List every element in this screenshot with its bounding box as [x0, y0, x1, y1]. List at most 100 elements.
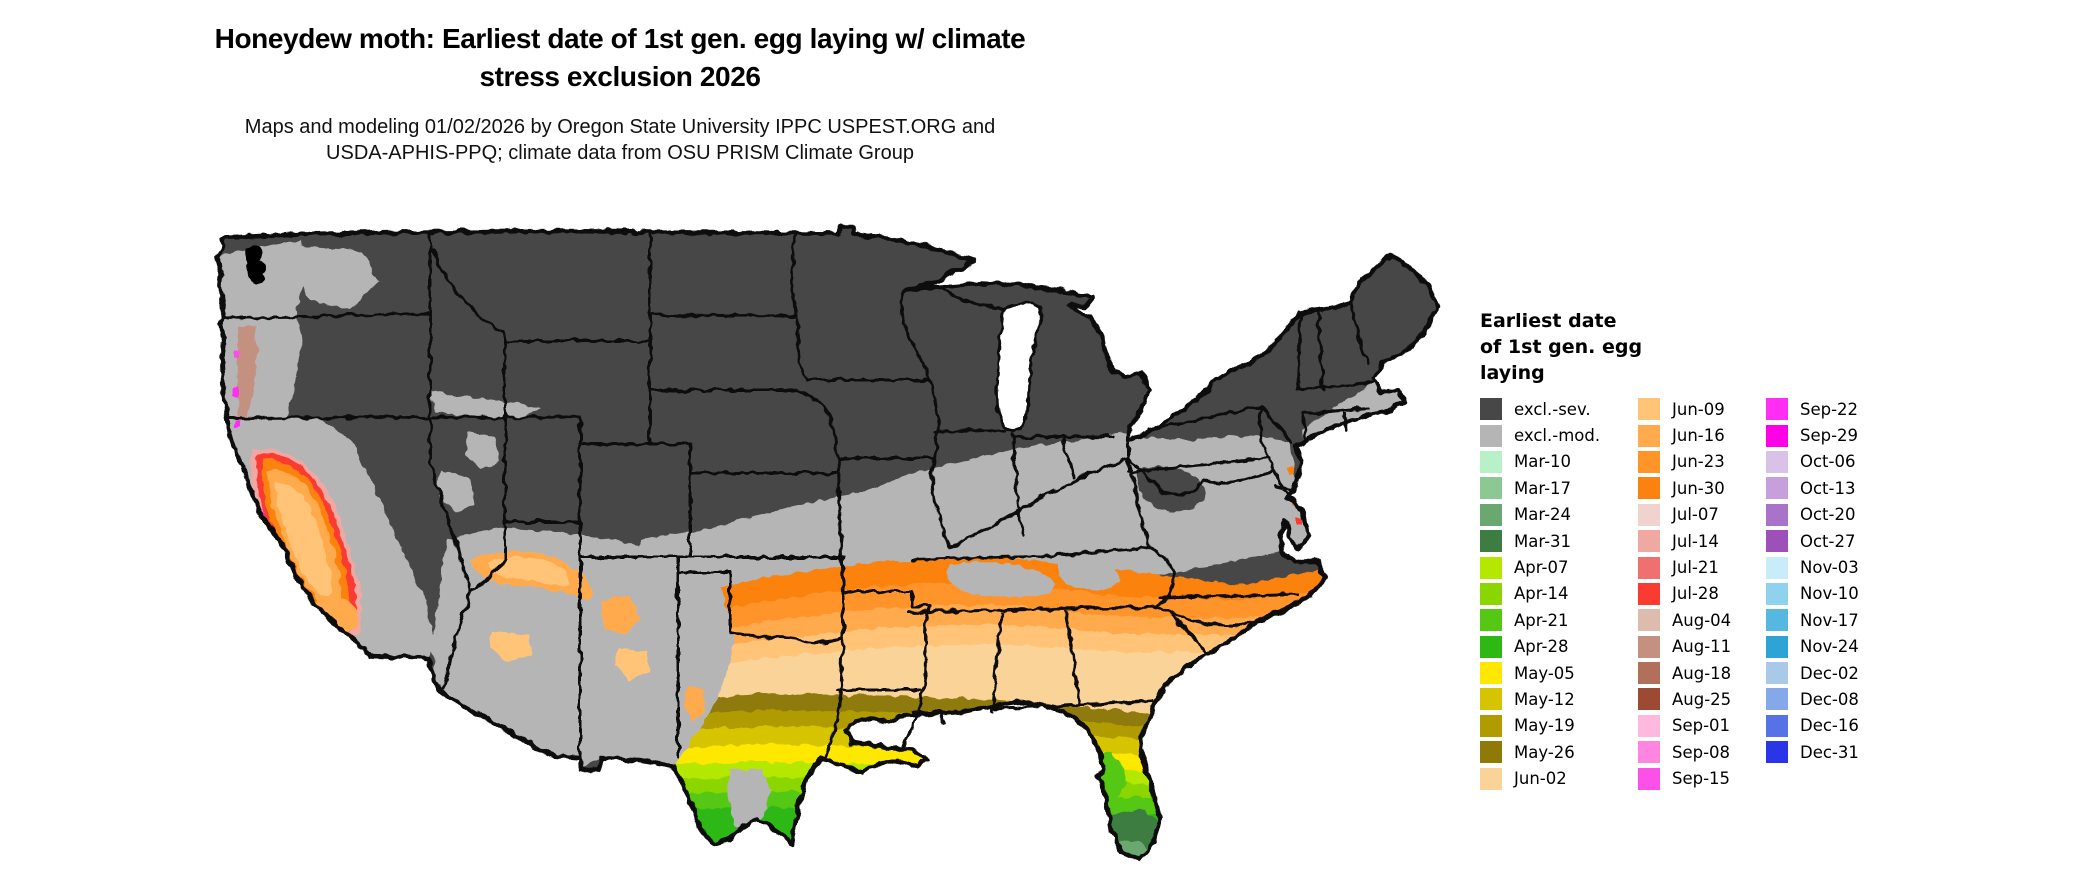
- legend-item: Aug-11: [1638, 634, 1731, 660]
- legend-item: Mar-17: [1480, 475, 1600, 501]
- legend-color-swatch: [1638, 450, 1660, 473]
- legend-item-label: Sep-08: [1672, 742, 1731, 762]
- legend-item-label: Dec-31: [1800, 742, 1859, 762]
- legend-item: Oct-27: [1766, 528, 1859, 554]
- legend-item-label: Oct-13: [1800, 478, 1856, 498]
- legend-item-label: Mar-17: [1514, 478, 1572, 498]
- legend-item: Mar-31: [1480, 528, 1600, 554]
- legend-item: Nov-24: [1766, 634, 1859, 660]
- legend-item-label: Apr-21: [1514, 610, 1569, 630]
- legend-color-swatch: [1638, 477, 1660, 500]
- legend-item-label: Apr-28: [1514, 637, 1569, 657]
- legend-color-swatch: [1766, 741, 1788, 764]
- legend-color-swatch: [1638, 635, 1660, 658]
- legend-item: Dec-16: [1766, 713, 1859, 739]
- legend-item: Aug-04: [1638, 607, 1731, 633]
- legend-title-line-1: Earliest date: [1480, 310, 1617, 332]
- legend-item-label: Aug-04: [1672, 610, 1732, 630]
- legend-item-label: Nov-24: [1800, 637, 1859, 657]
- page-subtitle: Maps and modeling 01/02/2026 by Oregon S…: [0, 114, 1240, 166]
- legend-item-label: Jun-16: [1672, 426, 1725, 446]
- legend-color-swatch: [1480, 741, 1502, 764]
- legend-color-swatch: [1638, 503, 1660, 526]
- legend-item: Dec-02: [1766, 660, 1859, 686]
- legend-color-swatch: [1766, 450, 1788, 473]
- legend-item-label: Dec-08: [1800, 689, 1859, 709]
- legend-color-swatch: [1480, 503, 1502, 526]
- legend-item: Sep-22: [1766, 396, 1859, 422]
- legend-color-swatch: [1638, 424, 1660, 447]
- legend-color-swatch: [1480, 398, 1502, 421]
- legend-color-swatch: [1480, 450, 1502, 473]
- lake-michigan: [995, 302, 1044, 433]
- legend-color-swatch: [1638, 609, 1660, 632]
- legend-item: excl.-sev.: [1480, 396, 1600, 422]
- legend-column-1: excl.-sev. excl.-mod. Mar-10 Mar-17 Mar-24 Ma…: [1480, 396, 1600, 792]
- legend-color-swatch: [1480, 582, 1502, 605]
- legend-column-3: Sep-22 Sep-29 Oct-06 Oct-13 Oct-20 Oct-27 Nov-…: [1766, 396, 1859, 765]
- legend-item: Sep-29: [1766, 422, 1859, 448]
- legend-item: Mar-10: [1480, 449, 1600, 475]
- legend-item-label: Dec-16: [1800, 716, 1859, 736]
- legend-item: Oct-20: [1766, 502, 1859, 528]
- legend-title: Earliest date of 1st gen. egg laying: [1480, 308, 1940, 386]
- legend-item-label: Aug-25: [1672, 689, 1732, 709]
- legend-item-label: Sep-29: [1800, 426, 1859, 446]
- legend-item: Jun-30: [1638, 475, 1731, 501]
- legend-item: Sep-08: [1638, 739, 1731, 765]
- subtitle-line-1: Maps and modeling 01/02/2026 by Oregon S…: [244, 116, 996, 138]
- legend-item: Jun-02: [1480, 765, 1600, 791]
- legend-item-label: May-05: [1514, 663, 1575, 683]
- legend-color-swatch: [1766, 662, 1788, 685]
- legend-color-swatch: [1638, 767, 1660, 790]
- legend-item-label: May-12: [1514, 689, 1575, 709]
- legend-item: Oct-06: [1766, 449, 1859, 475]
- legend-item-label: excl.-sev.: [1514, 399, 1591, 419]
- legend-color-swatch: [1638, 741, 1660, 764]
- legend-item-label: Jul-14: [1672, 531, 1719, 551]
- legend-item: Nov-17: [1766, 607, 1859, 633]
- legend-item-label: Jul-28: [1672, 584, 1719, 604]
- legend-item-label: Mar-31: [1514, 531, 1572, 551]
- legend-item-label: Apr-14: [1514, 584, 1569, 604]
- legend-color-swatch: [1766, 635, 1788, 658]
- legend-item-label: Dec-02: [1800, 663, 1859, 683]
- legend-item-label: Jun-09: [1672, 399, 1725, 419]
- legend-item: Jul-14: [1638, 528, 1731, 554]
- legend-item-label: Aug-18: [1672, 663, 1732, 683]
- legend-title-line-2: of 1st gen. egg: [1480, 336, 1643, 358]
- legend-item: Jul-28: [1638, 581, 1731, 607]
- legend-color-swatch: [1480, 609, 1502, 632]
- legend-column-2: Jun-09 Jun-16 Jun-23 Jun-30 Jul-07 Jul-14 Jul-…: [1638, 396, 1731, 792]
- legend-item-label: May-26: [1514, 742, 1575, 762]
- legend-item-label: Jun-30: [1672, 478, 1725, 498]
- legend-color-swatch: [1480, 635, 1502, 658]
- legend-item-label: Nov-17: [1800, 610, 1859, 630]
- legend-color-swatch: [1766, 503, 1788, 526]
- legend-item-label: Oct-27: [1800, 531, 1856, 551]
- legend-color-swatch: [1638, 688, 1660, 711]
- legend-item-label: Nov-10: [1800, 584, 1859, 604]
- legend-item: Apr-28: [1480, 634, 1600, 660]
- legend-color-swatch: [1766, 424, 1788, 447]
- legend-color-swatch: [1638, 556, 1660, 579]
- legend-color-swatch: [1480, 688, 1502, 711]
- legend-color-swatch: [1638, 398, 1660, 421]
- legend-item-label: Nov-03: [1800, 558, 1859, 578]
- legend-color-swatch: [1480, 714, 1502, 737]
- legend-item: Dec-31: [1766, 739, 1859, 765]
- legend-item: Nov-10: [1766, 581, 1859, 607]
- legend-color-swatch: [1480, 556, 1502, 579]
- legend-color-swatch: [1766, 582, 1788, 605]
- legend-item: Jun-09: [1638, 396, 1731, 422]
- legend-item: Jun-23: [1638, 449, 1731, 475]
- legend-item-label: Apr-07: [1514, 558, 1569, 578]
- legend-item: Nov-03: [1766, 554, 1859, 580]
- legend-color-swatch: [1766, 556, 1788, 579]
- legend-item: Jul-21: [1638, 554, 1731, 580]
- legend-item: Aug-18: [1638, 660, 1731, 686]
- legend-color-swatch: [1480, 424, 1502, 447]
- legend-color-swatch: [1766, 714, 1788, 737]
- legend-item: May-19: [1480, 713, 1600, 739]
- legend-item: May-05: [1480, 660, 1600, 686]
